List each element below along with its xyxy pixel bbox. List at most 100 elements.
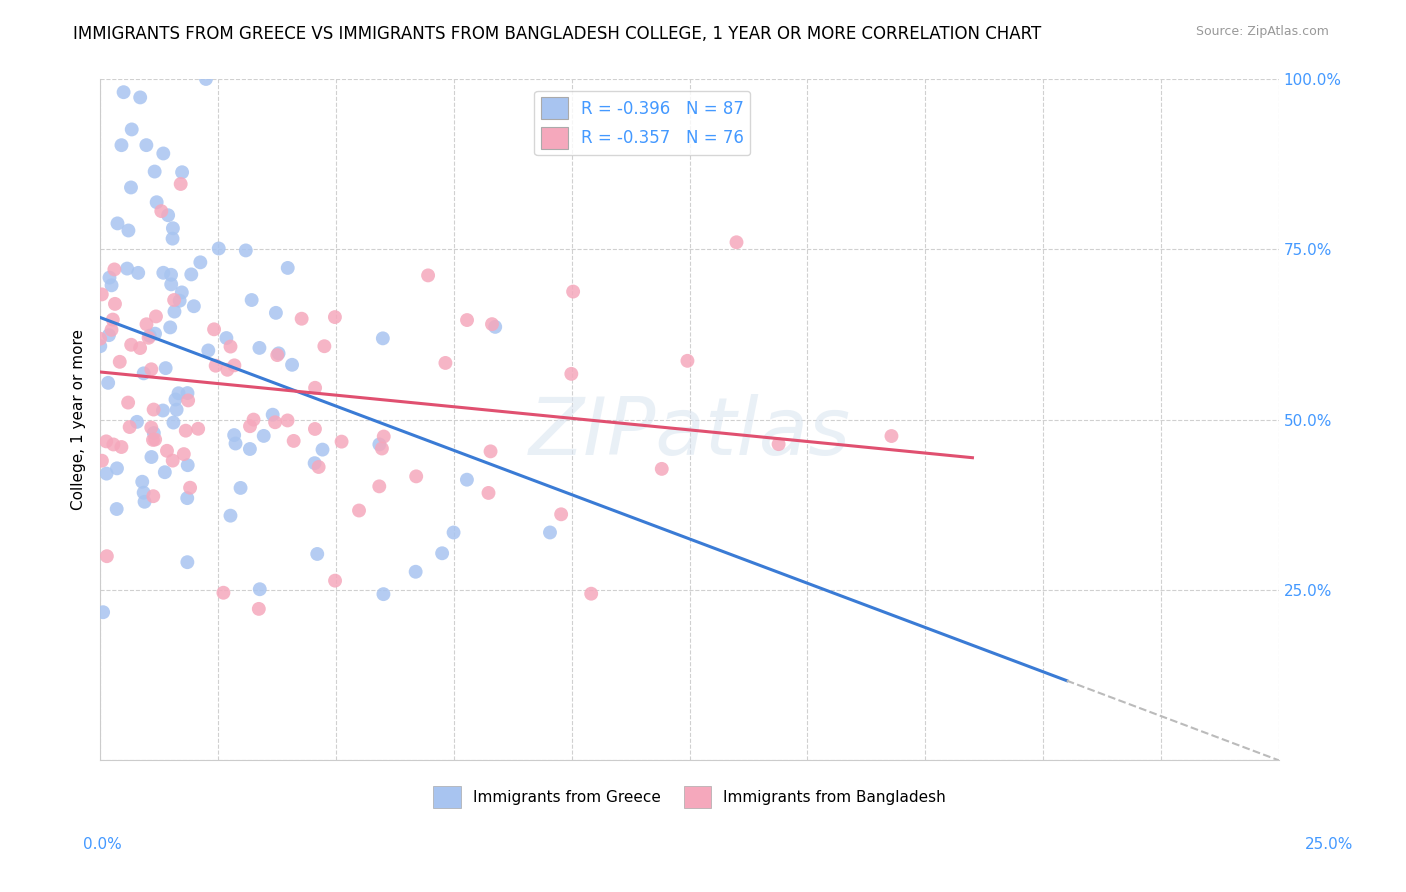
Point xyxy=(188,255,211,269)
Point xyxy=(176,491,198,505)
Point xyxy=(416,268,439,283)
Point xyxy=(264,415,287,429)
Point xyxy=(173,447,195,461)
Point xyxy=(179,481,201,495)
Point xyxy=(481,317,503,331)
Point xyxy=(249,341,271,355)
Point xyxy=(456,473,478,487)
Point xyxy=(142,489,165,503)
Text: Source: ZipAtlas.com: Source: ZipAtlas.com xyxy=(1195,25,1329,38)
Point xyxy=(283,434,305,448)
Point xyxy=(157,208,180,222)
Point xyxy=(143,433,166,447)
Point xyxy=(242,412,264,426)
Point xyxy=(291,311,314,326)
Point xyxy=(105,461,128,475)
Point xyxy=(219,340,242,354)
Point xyxy=(311,442,333,457)
Point xyxy=(368,437,391,451)
Point xyxy=(150,204,173,219)
Point xyxy=(202,322,225,336)
Point xyxy=(162,221,184,235)
Point xyxy=(89,339,111,353)
Point xyxy=(163,293,186,307)
Point xyxy=(170,177,193,191)
Point xyxy=(103,262,125,277)
Point xyxy=(162,416,184,430)
Point xyxy=(240,293,263,307)
Point xyxy=(110,138,132,153)
Point xyxy=(217,363,239,377)
Point xyxy=(368,479,391,493)
Point xyxy=(135,318,157,332)
Point xyxy=(560,367,582,381)
Point xyxy=(194,72,217,87)
Point xyxy=(162,232,184,246)
Point xyxy=(162,453,184,467)
Point xyxy=(443,525,465,540)
Point xyxy=(277,413,299,427)
Point xyxy=(152,403,174,417)
Point xyxy=(117,395,139,409)
Point xyxy=(90,287,112,301)
Point xyxy=(90,454,112,468)
Point xyxy=(165,392,187,407)
Point xyxy=(143,326,166,341)
Point xyxy=(100,323,122,337)
Point xyxy=(225,436,247,450)
Point xyxy=(145,195,167,210)
Point xyxy=(166,402,188,417)
Point xyxy=(277,260,299,275)
Point xyxy=(118,420,141,434)
Point xyxy=(215,331,238,345)
Point xyxy=(105,502,128,516)
Point xyxy=(155,361,177,376)
Point xyxy=(180,268,202,282)
Point xyxy=(135,138,157,153)
Text: ZIPatlas: ZIPatlas xyxy=(529,394,851,472)
Point xyxy=(142,402,165,417)
Point xyxy=(880,429,903,443)
Point xyxy=(91,605,114,619)
Point xyxy=(97,376,120,390)
Point xyxy=(142,433,165,447)
Point xyxy=(224,428,246,442)
Point xyxy=(247,602,270,616)
Point xyxy=(239,419,262,434)
Point xyxy=(159,320,181,334)
Point xyxy=(253,429,276,443)
Point xyxy=(121,122,143,136)
Point xyxy=(430,546,453,560)
Point xyxy=(456,313,478,327)
Point xyxy=(96,434,118,449)
Point xyxy=(141,362,163,376)
Point xyxy=(152,146,174,161)
Point xyxy=(169,293,191,308)
Point xyxy=(725,235,748,250)
Point xyxy=(307,547,329,561)
Point xyxy=(120,338,142,352)
Point xyxy=(129,341,152,355)
Point xyxy=(120,180,142,194)
Point xyxy=(96,467,118,481)
Point xyxy=(183,299,205,313)
Point xyxy=(330,434,353,449)
Point xyxy=(152,266,174,280)
Point xyxy=(112,85,135,99)
Text: 0.0%: 0.0% xyxy=(83,838,122,852)
Point xyxy=(768,437,790,451)
Point xyxy=(163,304,186,318)
Point xyxy=(219,508,242,523)
Point xyxy=(132,367,155,381)
Point xyxy=(304,381,326,395)
Text: 25.0%: 25.0% xyxy=(1305,838,1353,852)
Point xyxy=(131,475,153,489)
Point xyxy=(579,587,602,601)
Point xyxy=(281,358,304,372)
Point xyxy=(323,574,346,588)
Point xyxy=(170,285,193,300)
Point xyxy=(405,469,427,483)
Point xyxy=(167,386,190,401)
Point xyxy=(125,415,148,429)
Point xyxy=(177,393,200,408)
